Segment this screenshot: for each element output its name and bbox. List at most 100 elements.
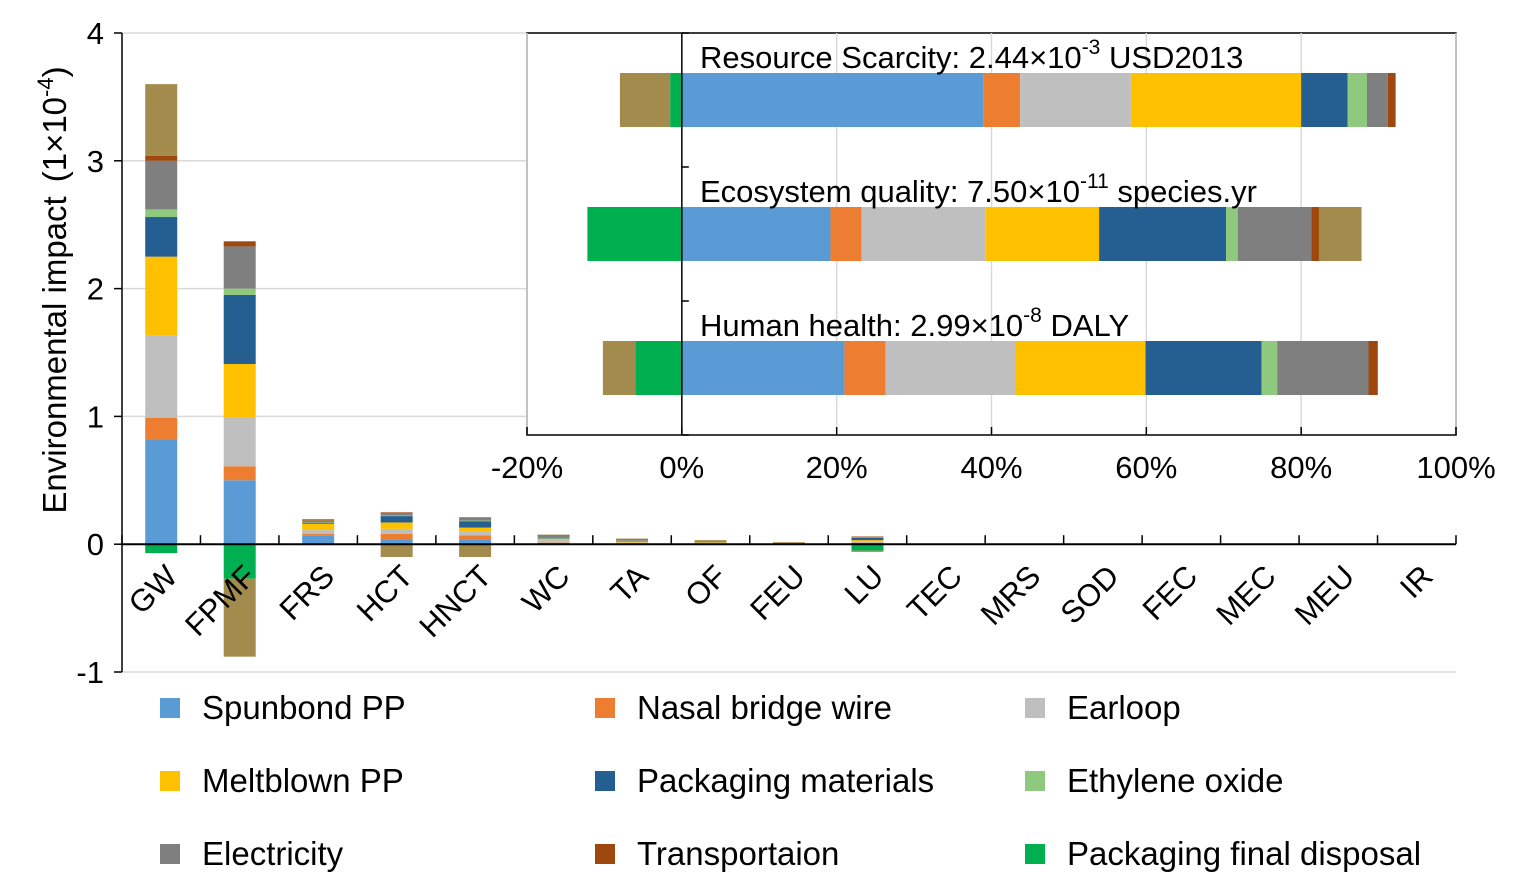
main-y-axis-label: Environmental impact (1×10-4)	[33, 66, 73, 513]
bar-segment	[145, 160, 178, 210]
bar-segment	[694, 542, 727, 543]
inset-bar-segment	[1387, 73, 1396, 127]
bar-segment	[145, 155, 178, 161]
inset-bar-segment	[670, 73, 682, 127]
bar-segment	[380, 512, 413, 513]
inset-bar-segment	[1277, 341, 1369, 395]
y-tick-label: -1	[76, 655, 104, 690]
legend-label: Nasal bridge wire	[637, 689, 892, 726]
legend-label: Packaging materials	[637, 762, 935, 799]
inset-bar-segment	[619, 73, 671, 127]
legend-label: Meltblown PP	[202, 762, 404, 799]
inset-row-label-main: Ecosystem quality: 7.50×10	[700, 174, 1080, 209]
y-tick-label: 2	[87, 272, 104, 307]
inset-bar-segment	[1301, 73, 1348, 127]
inset-bar-segment	[861, 207, 986, 261]
legend: Spunbond PP Nasal bridge wire Earloop Meltb…	[160, 688, 1500, 878]
legend-item: Packaging final disposal	[1025, 834, 1421, 874]
bar-segment	[537, 534, 570, 536]
inset-bar-segment	[1368, 341, 1378, 395]
bar-segment	[302, 522, 335, 523]
legend-item: Nasal bridge wire	[595, 688, 892, 728]
main-axes	[114, 32, 1457, 673]
inset-bar-segment	[1261, 341, 1278, 395]
legend-label: Earloop	[1067, 689, 1181, 726]
inset-bar-segment	[1226, 207, 1238, 261]
bar-segment	[694, 540, 727, 541]
inset-bar-segment	[830, 207, 862, 261]
bar-segment	[459, 521, 492, 528]
x-tick-label: HCT	[350, 558, 420, 628]
bar-segment	[302, 522, 335, 524]
legend-label: Spunbond PP	[202, 689, 406, 726]
bar-segment	[302, 519, 335, 521]
legend-swatch	[595, 771, 615, 791]
bar-segment	[223, 364, 256, 418]
bar-segment	[773, 542, 805, 543]
bar-segment	[537, 542, 570, 544]
inset-bar-segment	[635, 341, 682, 395]
legend-item: Spunbond PP	[160, 688, 406, 728]
bar-segment	[616, 541, 649, 543]
bar-segment	[851, 541, 884, 543]
inset-bar-segment	[1347, 73, 1367, 127]
bar-segment	[616, 539, 649, 540]
bar-segment	[616, 540, 649, 542]
inset-bar-segment	[1015, 341, 1146, 395]
inset-bar-segment	[1237, 207, 1312, 261]
bar-segment	[145, 439, 178, 545]
inset-row-label-unit: species.yr	[1109, 174, 1257, 209]
inset-row-label-main: Resource Scarcity: 2.44×10	[700, 40, 1082, 75]
bar-segment	[145, 217, 178, 257]
legend-label: Transportaion	[637, 835, 840, 872]
bar-segment	[145, 544, 178, 554]
bar-segment	[223, 246, 256, 289]
bar-segment	[459, 544, 492, 557]
inset-bar-segment	[885, 341, 1016, 395]
x-tick-label: TA	[604, 558, 655, 609]
inset-bar-segment	[1145, 341, 1262, 395]
inset-bar-segment	[681, 207, 831, 261]
y-axis-title-close: )	[36, 66, 73, 77]
bar-segment	[145, 417, 178, 440]
inset-x-tick-label: -20%	[491, 450, 563, 485]
legend-swatch	[1025, 771, 1045, 791]
x-tick-label: MEU	[1288, 558, 1361, 631]
main-y-tick-labels: -1 0 1 2 3 4	[76, 16, 104, 690]
bar-segment	[380, 528, 413, 534]
bar-segment	[223, 480, 256, 545]
inset-row-label: Human health: 2.99×10-8 DALY	[700, 304, 1129, 343]
legend-swatch	[595, 844, 615, 864]
legend-item: Transportaion	[595, 834, 839, 874]
bar-segment	[694, 540, 727, 542]
x-tick-label: FEC	[1136, 558, 1205, 627]
bar-segment	[223, 417, 256, 467]
bar-segment	[616, 538, 649, 540]
bar-segment	[302, 523, 335, 531]
inset-bar-segment	[1311, 207, 1319, 261]
inset-bar-segment	[681, 341, 845, 395]
main-bars	[145, 84, 884, 657]
legend-item: Ethylene oxide	[1025, 761, 1283, 801]
inset-bar-segment	[844, 341, 886, 395]
inset-x-tick-label: 80%	[1270, 450, 1332, 485]
x-tick-label: MEC	[1209, 558, 1282, 631]
bar-segment	[380, 544, 413, 557]
bar-segment	[145, 256, 178, 336]
inset-bar-segment	[1130, 73, 1302, 127]
y-tick-label: 1	[87, 399, 104, 434]
bar-segment	[302, 520, 335, 523]
bar-segment	[537, 540, 570, 543]
inset-row-label-exponent: -8	[1023, 304, 1042, 327]
bar-segment	[145, 84, 178, 156]
inset-bar-segment	[1020, 73, 1131, 127]
bar-segment	[380, 522, 413, 529]
inset-bar-segment	[1366, 73, 1388, 127]
bar-segment	[459, 535, 492, 540]
legend-swatch	[160, 771, 180, 791]
legend-label: Ethylene oxide	[1067, 762, 1284, 799]
bar-segment	[851, 537, 884, 538]
inset-x-tick-label: 0%	[659, 450, 704, 485]
bar-segment	[851, 540, 884, 542]
x-tick-label: WC	[515, 558, 576, 619]
